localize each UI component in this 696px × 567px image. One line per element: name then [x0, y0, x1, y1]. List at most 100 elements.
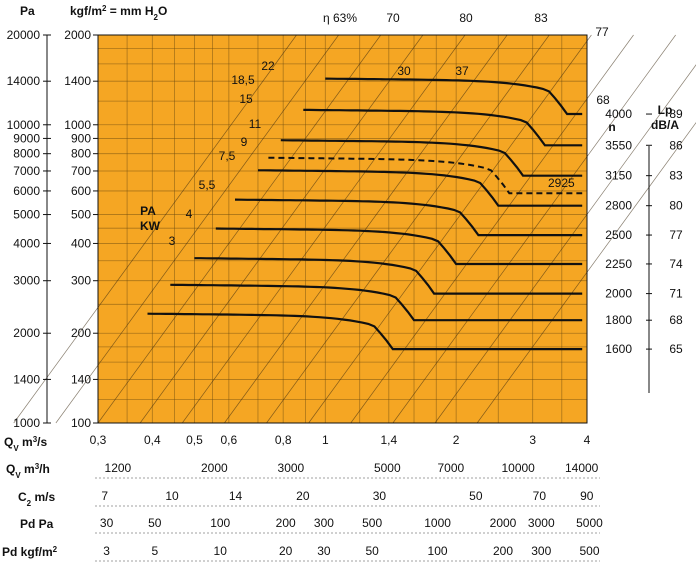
power-label-5,5: 5,5 [199, 178, 216, 192]
qv-s-tick-0,5: 0,5 [186, 433, 203, 447]
fan-curve-3150 [280, 139, 583, 177]
pd-kgf-tick-20: 20 [279, 544, 293, 558]
efficiency-label-77: 77 [595, 25, 609, 39]
c2-tick-14: 14 [229, 489, 243, 503]
kgf-tick-140: 140 [71, 372, 91, 386]
lp-value-83: 83 [669, 169, 683, 183]
qv-s-tick-0,4: 0,4 [144, 433, 161, 447]
efficiency-label-68: 68 [596, 93, 610, 107]
fan-curve-1800 [170, 283, 583, 322]
speed-label-4000: 4000 [605, 107, 632, 121]
kgf-tick-2000: 2000 [64, 28, 91, 42]
lp-header-line2: dB/A [651, 118, 679, 132]
qv-h-tick-5000: 5000 [374, 461, 401, 475]
power-label-15: 15 [239, 92, 253, 106]
kgf-tick-500: 500 [71, 208, 91, 222]
lp-value-89: 89 [669, 107, 683, 121]
pd-kgf-tick-30: 30 [317, 544, 331, 558]
pd-kgf-tick-500: 500 [579, 544, 599, 558]
system-line [55, 34, 339, 424]
pa-tick-5000: 5000 [13, 208, 40, 222]
qv-s-tick-3: 3 [529, 433, 536, 447]
lp-value-68: 68 [669, 313, 683, 327]
pa-tick-3000: 3000 [13, 274, 40, 288]
c2-tick-30: 30 [373, 489, 387, 503]
pd-pa-tick-200: 200 [276, 516, 296, 530]
power-label-11: 11 [249, 117, 262, 131]
speed-label-2000: 2000 [605, 287, 632, 301]
fan-curve-3550 [303, 108, 583, 147]
pd-pa-axis-label: Pd Pa [20, 517, 54, 531]
kgf-tick-700: 700 [71, 164, 91, 178]
speed-label-2250: 2250 [605, 257, 632, 271]
c2-tick-20: 20 [296, 489, 310, 503]
kgf-tick-1000: 1000 [64, 118, 91, 132]
system-line [434, 64, 696, 424]
c2-tick-70: 70 [533, 489, 547, 503]
efficiency-lines [13, 34, 696, 424]
speed-label-2500: 2500 [605, 228, 632, 242]
pd-pa-tick-1000: 1000 [424, 516, 451, 530]
c2-tick-90: 90 [580, 489, 594, 503]
system-line [476, 122, 696, 424]
qv-s-axis-label: QV m3/s [4, 435, 47, 453]
lp-value-71: 71 [669, 287, 683, 301]
qv-s-tick-1: 1 [322, 433, 329, 447]
lp-header-line1: Lp [658, 103, 673, 117]
pd-pa-tick-5000: 5000 [576, 516, 603, 530]
qv-h-axis-label: QV m3/h [6, 462, 50, 480]
power-label-37: 37 [455, 64, 469, 78]
pa-tick-8000: 8000 [13, 147, 40, 161]
pd-pa-tick-300: 300 [314, 516, 334, 530]
c2-tick-50: 50 [469, 489, 483, 503]
fan-curve-2800 [258, 169, 583, 207]
power-label-30: 30 [397, 64, 411, 78]
power-label-22: 22 [261, 59, 275, 73]
pa-tick-10000: 10000 [7, 118, 41, 132]
system-line [392, 34, 676, 424]
pd-kgf-tick-10: 10 [214, 544, 228, 558]
pd-kgf-tick-5: 5 [151, 544, 158, 558]
system-line [350, 34, 634, 424]
pd-kgf-axis-label: Pd kgf/m2 [2, 545, 58, 560]
system-line [308, 34, 592, 424]
fan-curves [147, 77, 583, 351]
power-label-4: 4 [186, 207, 193, 221]
lp-value-77: 77 [669, 228, 683, 242]
efficiency-label-80: 80 [459, 11, 473, 25]
lp-value-80: 80 [669, 199, 683, 213]
pa-tick-20000: 20000 [7, 28, 41, 42]
fan-curve-2500 [234, 198, 583, 237]
kgf-tick-900: 900 [71, 131, 91, 145]
efficiency-label-63: η 63% [323, 11, 357, 25]
speed-label-1600: 1600 [605, 342, 632, 356]
lp-value-65: 65 [669, 342, 683, 356]
pa-tick-2000: 2000 [13, 326, 40, 340]
grid-lines [97, 34, 588, 424]
fan-curve-2000 [194, 257, 583, 295]
speed-header: n [608, 120, 615, 134]
qv-h-tick-14000: 14000 [565, 461, 599, 475]
pd-pa-tick-30: 30 [100, 516, 114, 530]
pd-kgf-tick-300: 300 [531, 544, 551, 558]
kgf-tick-300: 300 [71, 274, 91, 288]
qv-s-tick-2: 2 [453, 433, 460, 447]
pd-kgf-tick-200: 200 [493, 544, 513, 558]
speed-label-2925: 2925 [548, 176, 575, 190]
power-label-3: 3 [169, 234, 176, 248]
qv-h-tick-3000: 3000 [278, 461, 305, 475]
pa-tick-7000: 7000 [13, 164, 40, 178]
speed-label-3150: 3150 [605, 169, 632, 183]
power-label-pa: PA [140, 204, 156, 218]
pa-tick-1000: 1000 [13, 416, 40, 430]
fan-curve-2925 [268, 156, 583, 195]
kgf-tick-1400: 1400 [64, 74, 91, 88]
system-line [224, 34, 508, 424]
qv-h-tick-2000: 2000 [201, 461, 228, 475]
plot-frame [97, 34, 588, 424]
pa-tick-4000: 4000 [13, 236, 40, 250]
qv-h-tick-1200: 1200 [105, 461, 132, 475]
pa-tick-1400: 1400 [13, 372, 40, 386]
kgf-tick-200: 200 [71, 326, 91, 340]
